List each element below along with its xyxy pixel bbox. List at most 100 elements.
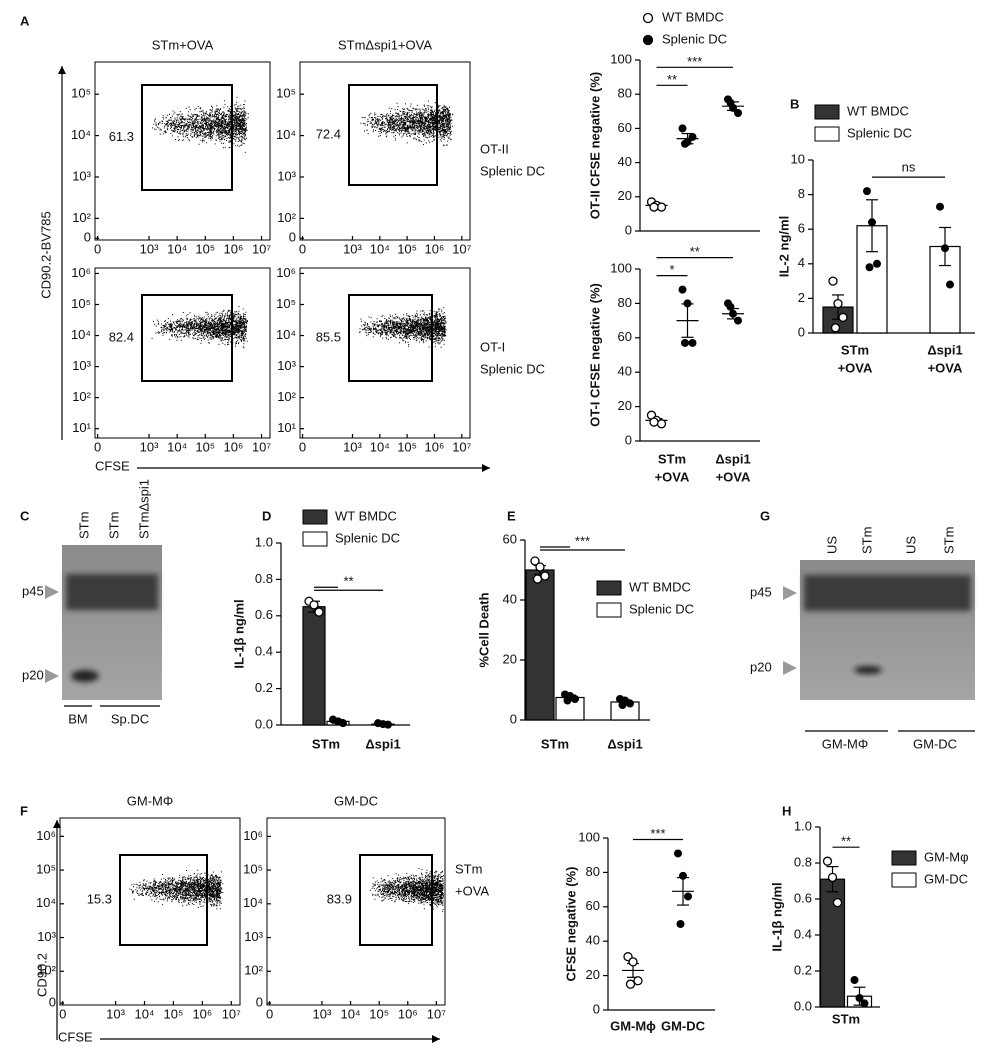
category-label: STm [541, 736, 569, 751]
y-tick-label: 100 [610, 51, 632, 66]
significance-label: ** [841, 834, 851, 849]
side-label: OT-II [480, 141, 509, 156]
x-tick-label: 10⁶ [398, 1006, 418, 1021]
data-point [936, 202, 944, 211]
panel-label: F [20, 803, 28, 818]
x-tick-label: 10⁷ [252, 241, 271, 256]
y-tick-label: 100 [578, 829, 600, 844]
y-tick-label: 10⁶ [36, 828, 56, 843]
x-tick-label: 0 [299, 439, 306, 454]
x-tick-label: 10⁶ [192, 1006, 212, 1021]
lane-label: US [903, 536, 918, 554]
x-tick-label: 10⁴ [370, 241, 390, 256]
side-label: +OVA [455, 883, 489, 898]
gate [348, 294, 433, 382]
y-tick-label: 10³ [72, 358, 91, 373]
event-cloud [369, 868, 444, 913]
x-tick-label: 10⁴ [167, 439, 187, 454]
data-point [683, 299, 692, 308]
data-point [865, 263, 874, 272]
significance-label: ** [690, 244, 700, 259]
y-tick-label: 80 [618, 295, 632, 310]
legend-label: Splenic DC [662, 31, 727, 46]
significance-label: * [669, 262, 674, 277]
panel-label: C [20, 508, 30, 523]
data-point [674, 849, 682, 858]
x-tick-label: 0 [266, 1006, 273, 1021]
data-point [530, 556, 540, 566]
plot-frame [299, 267, 471, 439]
gate [141, 294, 233, 382]
y-tick-label: 20 [618, 188, 632, 203]
y-tick-label: 20 [618, 398, 632, 413]
y-tick-label: 60 [618, 120, 632, 135]
x-tick-label: 0 [94, 439, 101, 454]
data-point [827, 872, 838, 883]
plot-title: STm+OVA [152, 37, 214, 52]
data-point [873, 259, 881, 268]
y-tick-label: 10³ [37, 929, 56, 944]
side-label: STm [455, 861, 482, 876]
lane-label: STm [76, 512, 91, 539]
y-tick-label: 10⁵ [243, 862, 263, 877]
category-label: +OVA [655, 469, 690, 484]
data-point [633, 976, 643, 986]
lane-label: STmΔspi1 [136, 479, 151, 539]
significance-label: *** [650, 826, 665, 841]
legend-marker [642, 34, 654, 46]
bar [302, 606, 326, 726]
data-point [946, 280, 954, 289]
data-point [729, 309, 737, 318]
data-point [822, 856, 833, 866]
significance-label: ** [343, 574, 353, 589]
data-point [656, 202, 667, 212]
y-tick-label: 80 [586, 864, 600, 879]
legend-swatch [596, 580, 622, 596]
x-tick-label: 10⁶ [224, 439, 244, 454]
category-label: STm [658, 451, 686, 466]
significance-label: ns [902, 160, 916, 175]
data-point [688, 132, 697, 141]
y-tick-label: 0 [625, 222, 632, 237]
x-tick-label: 10⁵ [195, 439, 215, 454]
y-tick-label: 0 [256, 995, 263, 1010]
y-tick-label: 0.4 [255, 644, 273, 659]
lane-label: STm [859, 527, 874, 554]
gate-percentage: 72.4 [316, 126, 341, 141]
legend-swatch [814, 126, 840, 142]
x-tick-label: 10⁵ [397, 439, 417, 454]
y-tick-label: 10⁵ [36, 862, 56, 877]
y-tick-label: 10 [791, 151, 805, 166]
gate-percentage: 61.3 [109, 129, 134, 144]
legend-label: GM-DC [924, 871, 968, 886]
data-point [563, 696, 572, 705]
y-axis-label: OT-I CFSE negative (%) [587, 283, 602, 427]
legend-swatch [891, 872, 917, 888]
data-point [838, 312, 848, 323]
legend-swatch [302, 509, 328, 525]
x-tick-label: 0 [59, 1006, 66, 1021]
y-tick-label: 100 [610, 260, 632, 275]
data-point [681, 338, 689, 347]
y-tick-label: 10⁵ [71, 86, 91, 101]
y-tick-label: 10² [277, 389, 296, 404]
x-tick-label: 10³ [140, 439, 159, 454]
category-label: +OVA [716, 469, 751, 484]
y-tick-label: 10⁶ [71, 265, 91, 280]
y-tick-label: 10⁴ [36, 895, 56, 910]
data-point [314, 607, 324, 617]
x-tick-label: 10⁷ [452, 241, 471, 256]
y-tick-label: 6 [798, 221, 805, 236]
data-point [734, 316, 742, 325]
gate [119, 854, 208, 946]
marker-label: p45 [22, 583, 44, 598]
y-tick-label: 0.6 [794, 890, 812, 905]
x-axis-label: CFSE [95, 458, 130, 473]
y-tick-label: 10² [72, 210, 91, 225]
y-tick-label: 0 [510, 711, 517, 726]
y-tick-label: 0.4 [794, 926, 812, 941]
gate [348, 84, 438, 186]
arrow-head [58, 66, 66, 74]
plot-title: GM-DC [334, 793, 378, 808]
